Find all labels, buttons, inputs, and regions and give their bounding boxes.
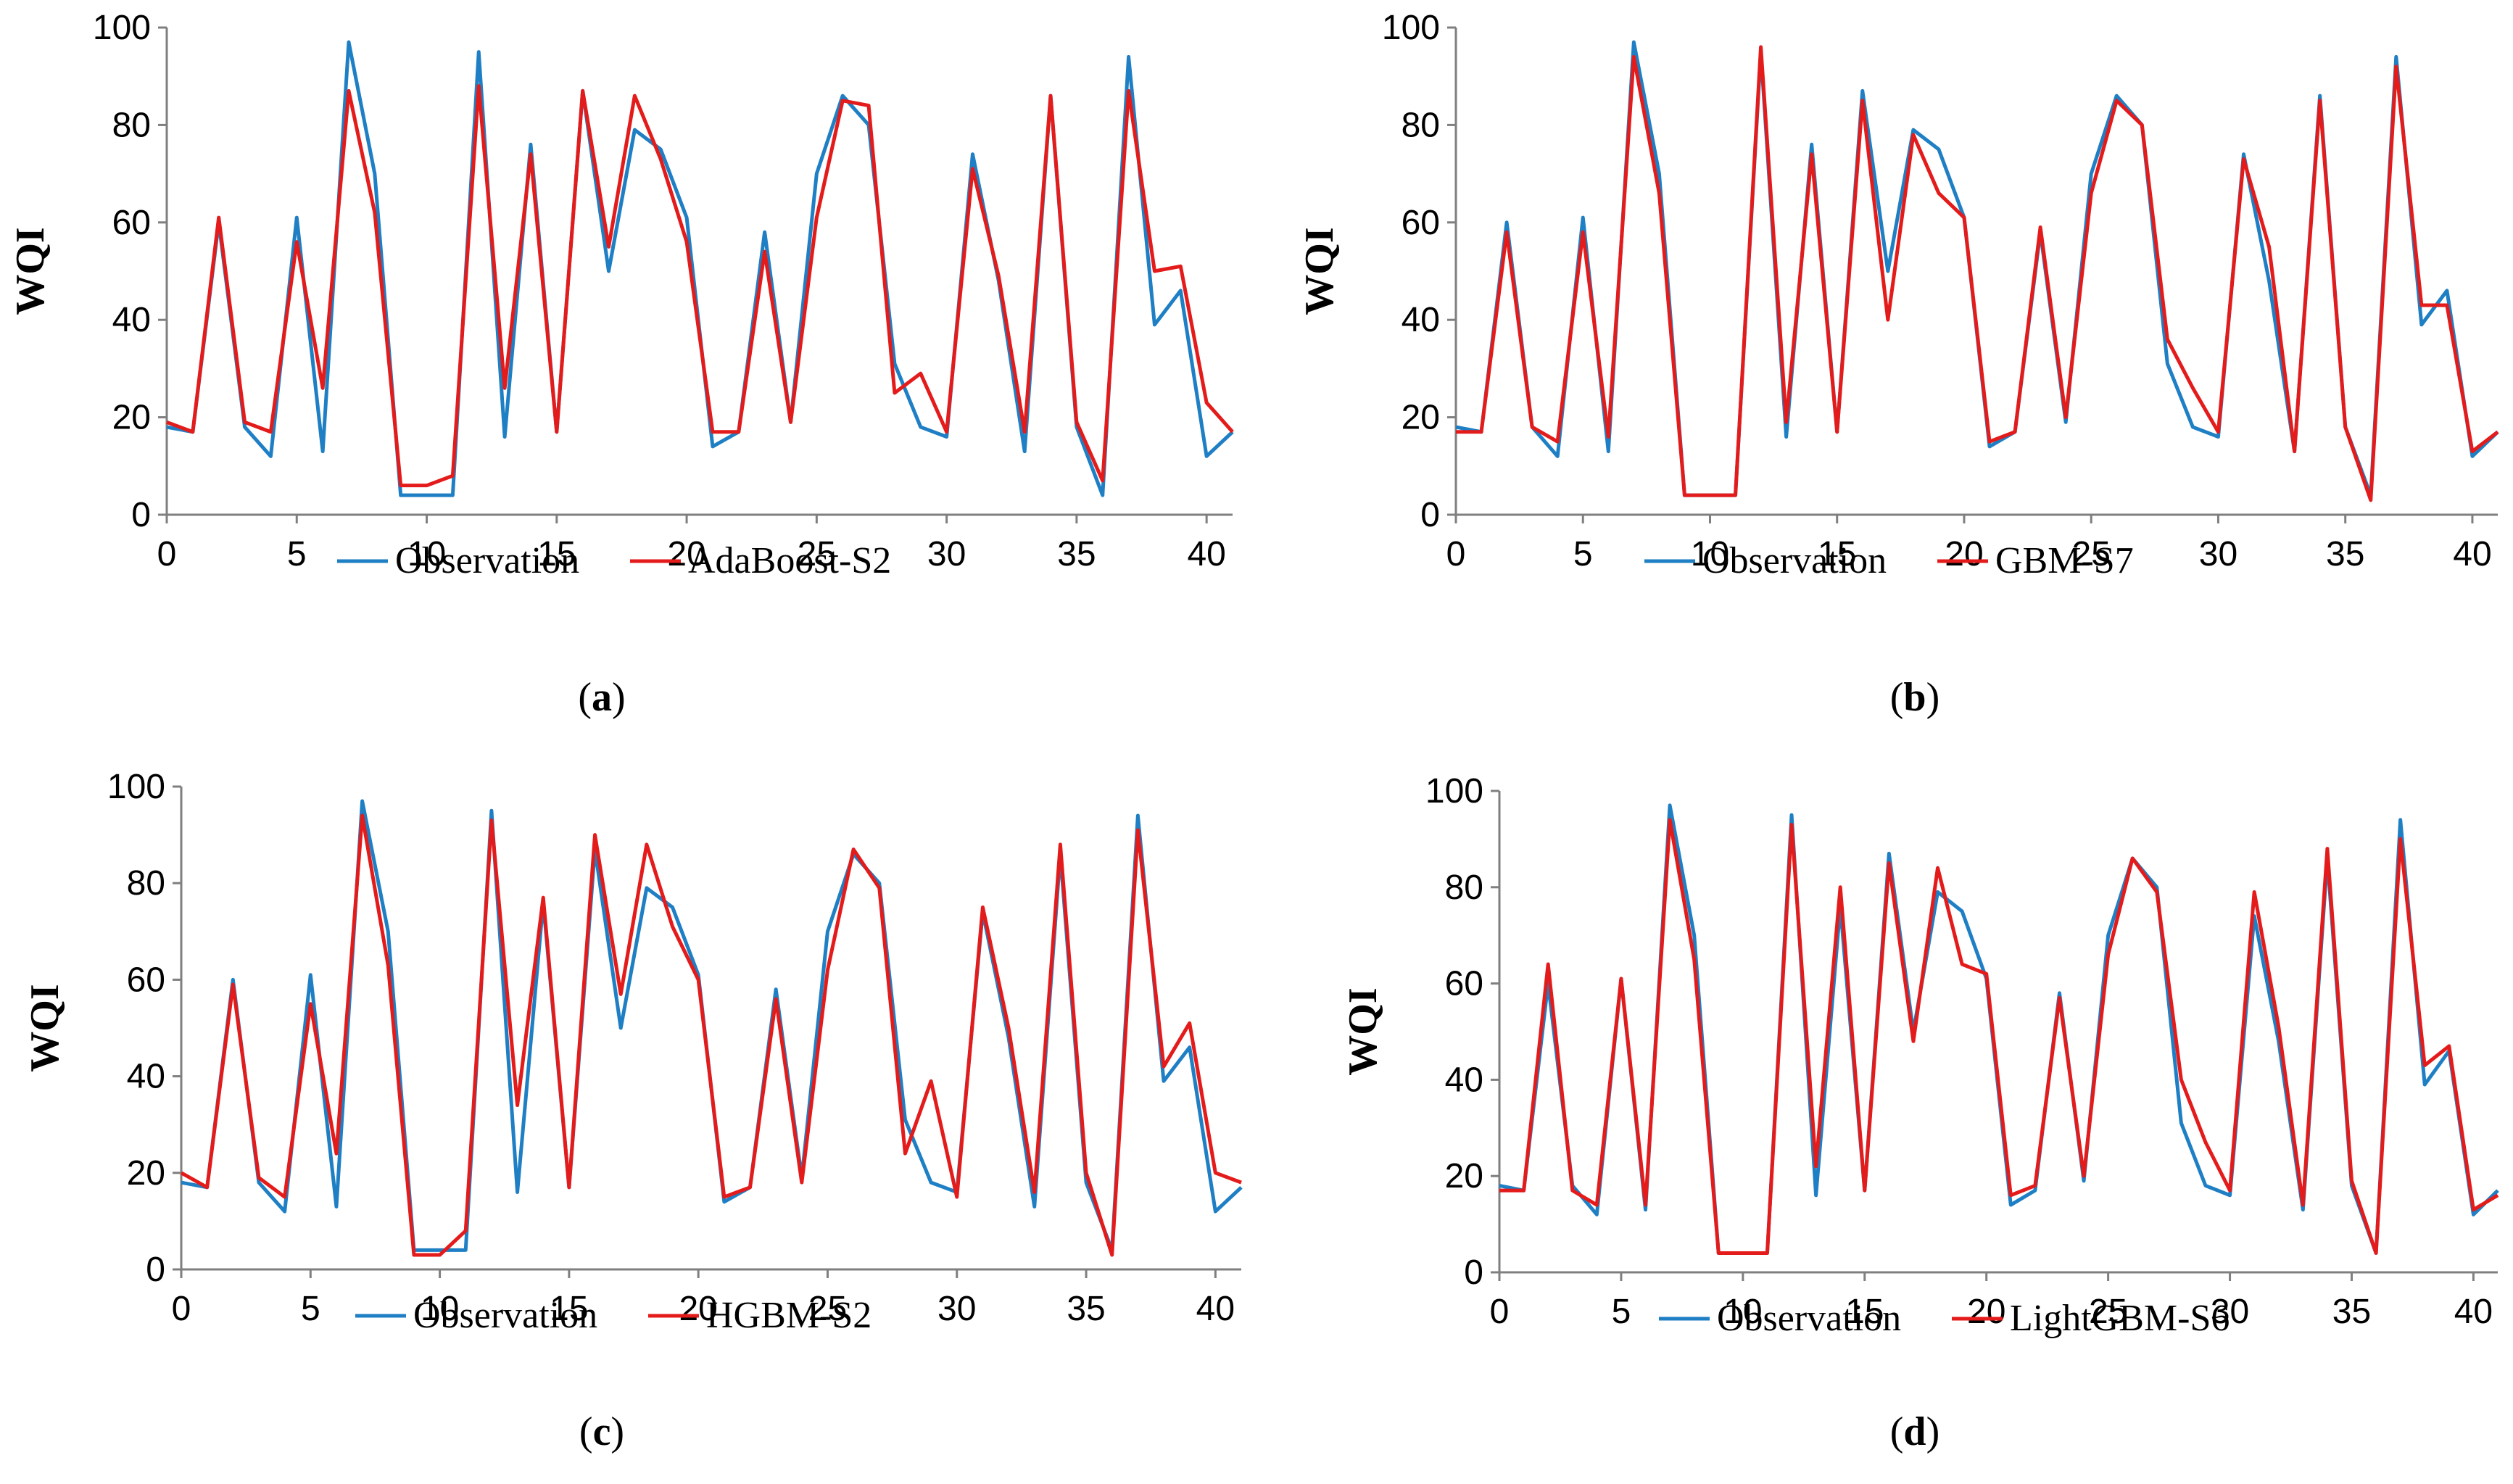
panel-caption-a: (a) [578,675,626,720]
y-tick-label: 80 [127,864,165,903]
y-tick-label: 60 [112,204,151,242]
x-tick-label: 10 [407,535,446,573]
legend-label: AdaBoost-S2 [688,540,891,581]
y-tick-label: 40 [1445,1061,1483,1099]
y-tick-label: 0 [1464,1253,1483,1292]
panel-caption-d: (d) [1889,1409,1940,1454]
y-tick-label: 0 [1420,496,1440,534]
x-tick-label: 5 [1612,1293,1631,1331]
x-tick-label: 5 [287,535,307,573]
y-axis-label: WQI [1297,227,1342,315]
series-line-observation [1499,803,2499,1255]
x-tick-label: 0 [172,1290,191,1328]
series-line-prediction [1456,45,2499,502]
x-tick-label: 25 [2089,1293,2127,1331]
y-tick-label: 100 [93,9,151,47]
chart-d: 0 20 40 60 80 100 0 5 10 15 20 25 30 35 40 WQI Observati… [1341,772,2499,1339]
x-tick-label: 30 [927,535,966,573]
y-tick-label: 60 [127,961,165,999]
x-tick-label: 5 [1573,535,1593,573]
x-tick-label: 20 [1967,1293,2005,1331]
series-line-prediction [180,813,1242,1257]
x-tick-label: 35 [2332,1293,2371,1331]
x-tick-label: 20 [667,535,705,573]
x-tick-label: 30 [2199,535,2237,573]
x-tick-label: 20 [679,1290,717,1328]
chart-b: 0 20 40 60 80 100 0 5 10 15 20 25 30 35 40 WQI Observati… [1297,9,2499,581]
x-tick-label: 15 [537,535,576,573]
y-tick-label: 100 [1382,9,1440,47]
x-tick-label: 10 [1691,535,1729,573]
panel-a: 0 20 40 60 80 100 0 5 10 15 20 25 30 35 40 WQI Observati… [0,0,1256,742]
x-tick-label: 40 [1187,535,1225,573]
x-tick-label: 15 [550,1290,588,1328]
x-tick-label: 35 [2326,535,2364,573]
x-tick-label: 5 [301,1290,320,1328]
chart-c: 0 20 40 60 80 100 0 5 10 15 20 25 30 35 40 WQI Observati… [22,768,1243,1336]
x-tick-label: 35 [1057,535,1096,573]
series-line-prediction [166,84,1234,488]
y-tick-label: 80 [112,106,151,144]
x-tick-label: 25 [798,535,836,573]
x-tick-label: 10 [421,1290,459,1328]
panel-b: 0 20 40 60 80 100 0 5 10 15 20 25 30 35 40 WQI Observati… [1256,0,2513,742]
y-tick-label: 40 [127,1058,165,1096]
series-line-observation [1455,40,2499,497]
x-tick-label: 40 [2454,1293,2493,1331]
series-line-observation [181,799,1243,1252]
y-tick-label: 80 [1402,106,1440,144]
panel-caption-b: (b) [1889,675,1940,720]
x-tick-label: 30 [2211,1293,2249,1331]
y-tick-label: 20 [112,399,151,437]
x-tick-label: 0 [1446,535,1466,573]
x-tick-label: 0 [157,535,177,573]
y-tick-label: 60 [1402,204,1440,242]
x-tick-label: 40 [1196,1290,1235,1328]
x-tick-label: 10 [1723,1293,1762,1331]
y-tick-label: 60 [1445,965,1483,1003]
x-tick-label: 40 [2453,535,2491,573]
y-axis-label: WQI [1341,987,1386,1075]
legend-label: GBM-S7 [1995,540,2134,581]
panel-caption-c: (c) [579,1409,625,1454]
legend-label: Observation [1717,1298,1901,1339]
legend-label: Observation [395,540,579,581]
chart-a: 0 20 40 60 80 100 0 5 10 15 20 25 30 35 40 WQI Observati… [8,9,1234,581]
y-tick-label: 20 [1445,1157,1483,1195]
x-tick-label: 20 [1945,535,1983,573]
x-tick-label: 30 [937,1290,976,1328]
legend-label: HGBM-S2 [706,1295,872,1336]
y-tick-label: 40 [1402,301,1440,339]
y-tick-label: 20 [127,1154,165,1193]
y-tick-label: 0 [146,1251,165,1289]
x-tick-label: 0 [1490,1293,1510,1331]
y-tick-label: 100 [107,768,165,806]
y-tick-label: 40 [112,301,151,339]
x-tick-label: 35 [1067,1290,1105,1328]
legend-label: LightGBM-S6 [2010,1298,2230,1339]
x-tick-label: 25 [808,1290,847,1328]
y-tick-label: 20 [1402,399,1440,437]
panel-c: 0 20 40 60 80 100 0 5 10 15 20 25 30 35 40 WQI Observati… [0,742,1256,1483]
x-tick-label: 15 [1818,535,1856,573]
series-line-prediction [1499,818,2499,1255]
y-axis-label: WQI [8,227,53,315]
y-tick-label: 0 [131,496,151,534]
legend-label: Observation [1702,540,1887,581]
legend-label: Observation [413,1295,597,1336]
y-tick-label: 80 [1445,869,1483,907]
x-tick-label: 25 [2072,535,2111,573]
y-tick-label: 100 [1425,772,1483,811]
panel-d: 0 20 40 60 80 100 0 5 10 15 20 25 30 35 40 WQI Observati… [1256,742,2513,1483]
y-axis-label: WQI [22,984,67,1071]
series-line-observation [166,40,1234,497]
x-tick-label: 15 [1845,1293,1884,1331]
